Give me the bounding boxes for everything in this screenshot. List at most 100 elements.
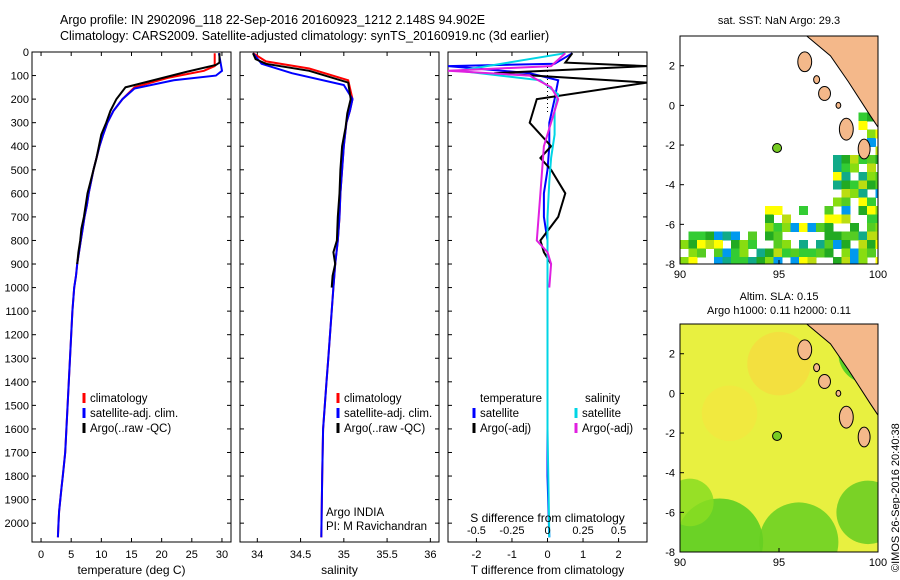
series-line [76, 53, 221, 265]
sst-cell [773, 240, 783, 249]
sst-cell [850, 180, 859, 190]
map-x-tick-label: 90 [674, 269, 686, 281]
sst-cell [867, 214, 876, 224]
sst-cell [697, 248, 706, 258]
sst-cell [714, 248, 723, 258]
sst-cell [765, 248, 774, 258]
temperature-legend-label: climatology [90, 393, 148, 405]
map-y-tick-label: -2 [665, 428, 675, 440]
sst-cell [773, 248, 783, 258]
sst-cell [867, 155, 876, 164]
sst-cell [841, 163, 851, 173]
sst-cell [850, 223, 859, 232]
sst-cell [680, 240, 689, 249]
land-coastline [805, 36, 878, 129]
temperature-legend-label: Argo(..raw -QC) [90, 423, 171, 435]
sst-cell [705, 240, 715, 249]
sst-cell [858, 206, 868, 215]
sst-cell [858, 121, 868, 130]
sst-cell [841, 206, 851, 215]
sst-cell [705, 231, 715, 241]
map-y-tick-label: -8 [665, 259, 675, 271]
sst-cell [697, 240, 706, 249]
x-top-tick-label: 0.5 [611, 525, 626, 537]
sst-cell [756, 257, 766, 264]
salinity-legend-label: climatology [344, 393, 402, 405]
x-top-tick-label: 0.25 [572, 525, 593, 537]
series-line [252, 52, 354, 538]
map-y-tick-label: -8 [665, 547, 675, 559]
x-top-tick-label: -0.5 [467, 525, 486, 537]
sst-cell [875, 129, 878, 139]
sla-field-blob [701, 385, 758, 441]
x-axis-label: salinity [321, 563, 358, 577]
sst-cell [850, 155, 859, 164]
sst-cell [858, 248, 868, 258]
sst-cell [850, 163, 859, 173]
sst-cell [714, 257, 723, 264]
sst-cell [850, 248, 859, 258]
sst-cell [867, 129, 876, 139]
series-line [56, 53, 224, 538]
sst-cell [816, 248, 825, 258]
float-position-marker [772, 430, 783, 441]
map-y-tick-label: 2 [669, 349, 675, 361]
sst-cell [850, 189, 859, 198]
sst-cell [824, 248, 834, 258]
sst-cell [867, 138, 876, 147]
sst-cell [680, 257, 689, 264]
sst-cell [790, 248, 800, 258]
map-title: Altim. SLA: 0.15 [740, 291, 819, 303]
sst-cell [816, 240, 825, 249]
sst-cell [875, 155, 878, 164]
sst-cell [739, 248, 749, 258]
sst-cell [807, 223, 817, 232]
x-tick-label: 34 [251, 549, 263, 561]
salinity-legend-label: Argo(..raw -QC) [344, 423, 425, 435]
sst-cell [799, 206, 808, 215]
sst-cell [807, 257, 817, 264]
series-line [494, 52, 647, 265]
y-tick-label: 900 [11, 259, 29, 271]
island [838, 405, 854, 429]
sst-cell [850, 257, 859, 264]
sst-cell [858, 257, 868, 264]
sst-cell [867, 172, 876, 181]
y-tick-label: 1000 [5, 283, 29, 295]
y-tick-label: 800 [11, 235, 29, 247]
sst-cell [833, 180, 842, 190]
island [857, 426, 871, 448]
x-tick-label: 0 [38, 549, 44, 561]
sst-cell [739, 257, 749, 264]
diff-legend-salinity-label: satellite [582, 408, 621, 420]
map-x-tick-label: 90 [674, 557, 686, 569]
sst-cell [875, 231, 878, 241]
map-title: sat. SST: NaN Argo: 29.3 [718, 15, 840, 27]
salinity-legend-label: satellite-adj. clim. [344, 408, 432, 420]
x-top-tick-label: -0.25 [499, 525, 524, 537]
sst-cell [867, 206, 876, 215]
sst-cell [875, 214, 878, 224]
map-land [797, 36, 878, 160]
map-y-tick-label: -2 [665, 140, 675, 152]
sst-cell [875, 172, 878, 181]
sst-cell [731, 240, 740, 249]
sst-cell [858, 180, 868, 190]
island [818, 86, 831, 101]
sst-cell [756, 248, 766, 258]
sst-cell [858, 231, 868, 241]
sst-cell [790, 257, 800, 264]
sst-cell [765, 206, 774, 215]
sst-cell [773, 231, 783, 241]
sst-cell [867, 180, 876, 190]
sst-cell [765, 214, 774, 224]
x-tick-label: 35.5 [376, 549, 397, 561]
sst-cell [824, 223, 834, 232]
y-tick-label: 1500 [5, 400, 29, 412]
sst-cell [731, 231, 740, 241]
y-tick-label: 600 [11, 188, 29, 200]
sst-cell [867, 197, 876, 207]
sst-cell [722, 257, 732, 264]
sst-cell [697, 231, 706, 241]
